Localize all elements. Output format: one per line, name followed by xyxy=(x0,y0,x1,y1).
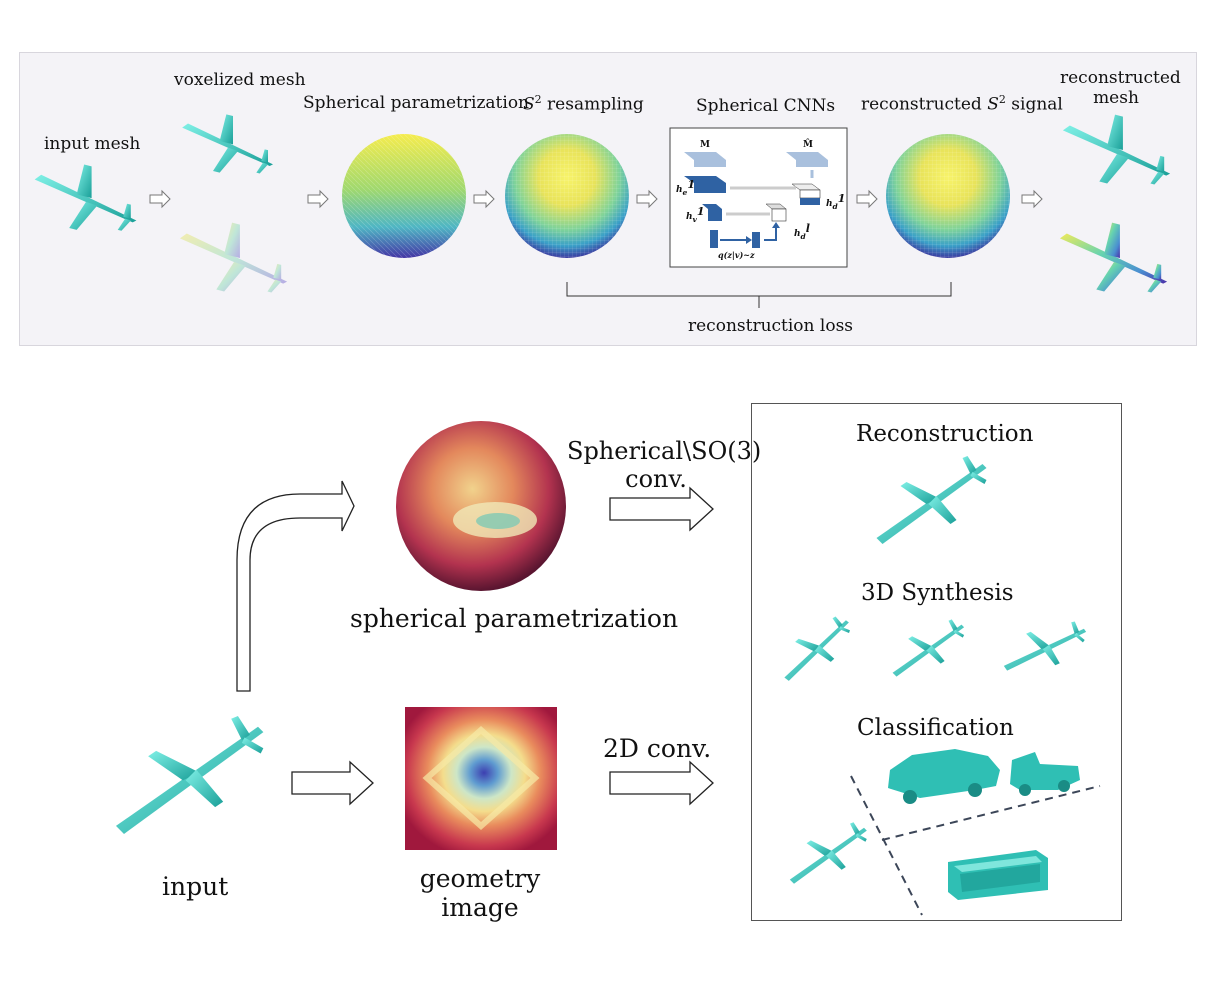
cnn-h1v-label: hv1 xyxy=(686,205,705,224)
cnn-h1e-sub: e xyxy=(682,187,688,197)
synthesis-jet-2 xyxy=(892,619,965,677)
recon-signal-prefix: reconstructed xyxy=(861,94,988,115)
cnn-h1e-sup: 1 xyxy=(687,178,695,191)
recon-mesh-line2: mesh xyxy=(1093,88,1139,108)
reconstructed-sphere-grid xyxy=(886,134,1010,258)
reconstruction-label: Reconstruction xyxy=(856,421,1034,447)
spherical-so3-line2: conv. xyxy=(625,465,687,493)
car-shape xyxy=(888,749,1000,804)
cnn-hld-h: h xyxy=(794,229,801,239)
recon-signal-label: reconstructed S2 signal xyxy=(861,93,1063,115)
class-separator-1 xyxy=(850,775,923,916)
cnn-h1e-label: he1 xyxy=(676,178,695,197)
recon-loss-label: reconstruction loss xyxy=(688,316,854,336)
truck-shape xyxy=(1010,752,1080,796)
spherical-so3-label: Spherical\SO(3) conv. xyxy=(567,437,762,493)
s2-resampling-label: S2 resampling xyxy=(523,93,644,115)
spherical-param-label: Spherical parametrization xyxy=(303,93,529,113)
cnn-hld-sup: l xyxy=(805,222,810,235)
s2-exponent: 2 xyxy=(534,93,542,106)
hollow-arrow-4 xyxy=(636,189,658,209)
resampled-sphere-grid xyxy=(505,134,629,258)
recon-mesh-label: reconstructed mesh xyxy=(1060,68,1181,108)
loss-bracket xyxy=(566,282,952,308)
input-label: input xyxy=(162,872,229,901)
sphere-patch-inner xyxy=(476,513,520,529)
recon-mesh-line1: reconstructed xyxy=(1060,68,1181,88)
cnn-h1d-label: hd1 xyxy=(826,192,845,211)
input-mesh-label: input mesh xyxy=(44,134,141,154)
s2-symbol: S xyxy=(523,94,535,115)
cnn-m-label: M xyxy=(700,140,710,150)
synthesis-jet-1 xyxy=(776,614,856,682)
recon-s2-exponent: 2 xyxy=(998,93,1006,106)
recon-s2-symbol: S xyxy=(987,94,999,115)
spherical-cnns-label: Spherical CNNs xyxy=(696,96,836,116)
cnn-h1v-h: h xyxy=(686,212,693,222)
recon-signal-suffix: signal xyxy=(1005,94,1063,115)
cnn-layers xyxy=(684,152,828,248)
cnn-mhat-label: M̂ xyxy=(803,140,813,150)
voxelized-mesh-label: voxelized mesh xyxy=(174,70,306,90)
cnn-h1d-h: h xyxy=(826,199,833,209)
cnn-q-label: q(z|v)~z xyxy=(718,250,755,260)
tasks-box xyxy=(751,403,1122,921)
s2-resampling-text: resampling xyxy=(541,94,644,115)
reconstruction-jet xyxy=(876,456,987,544)
geometry-line: geometry xyxy=(419,864,541,893)
classification-jet xyxy=(789,822,867,884)
input-arrow xyxy=(291,760,374,806)
classification-label: Classification xyxy=(857,715,1014,741)
cnn-hld-sub: d xyxy=(800,231,806,241)
cnn-h1e-h: h xyxy=(676,185,683,195)
hollow-arrow-1 xyxy=(149,189,171,209)
spherical-param-bottom-label: spherical parametrization xyxy=(350,604,679,633)
hollow-arrow-2 xyxy=(307,189,329,209)
sofa-shape xyxy=(948,850,1048,900)
hollow-arrow-5 xyxy=(856,189,878,209)
class-separator-2 xyxy=(881,785,1101,841)
image-line: image xyxy=(441,893,519,922)
cnn-h1d-sub: d xyxy=(832,201,838,211)
param-sphere-lines xyxy=(342,134,466,258)
cnn-h1v-sub: v xyxy=(692,214,697,224)
conv2d-arrow xyxy=(609,760,714,806)
cnn-h1v-sup: 1 xyxy=(696,205,705,218)
bent-arrow xyxy=(236,480,355,692)
geometry-image-label: geometry image xyxy=(410,864,550,922)
spherical-so3-line1: Spherical\SO(3) xyxy=(567,437,762,465)
synthesis-label: 3D Synthesis xyxy=(861,580,1014,606)
spherical-conv-arrow xyxy=(609,486,714,532)
geometry-diamond xyxy=(422,725,540,831)
hollow-arrow-6 xyxy=(1021,189,1043,209)
conv2d-label: 2D conv. xyxy=(603,734,712,763)
hollow-arrow-3 xyxy=(473,189,495,209)
cnn-h1d-sup: 1 xyxy=(837,192,846,205)
cnn-hld-label: hdl xyxy=(794,222,810,241)
synthesis-jet-3 xyxy=(1003,610,1088,684)
